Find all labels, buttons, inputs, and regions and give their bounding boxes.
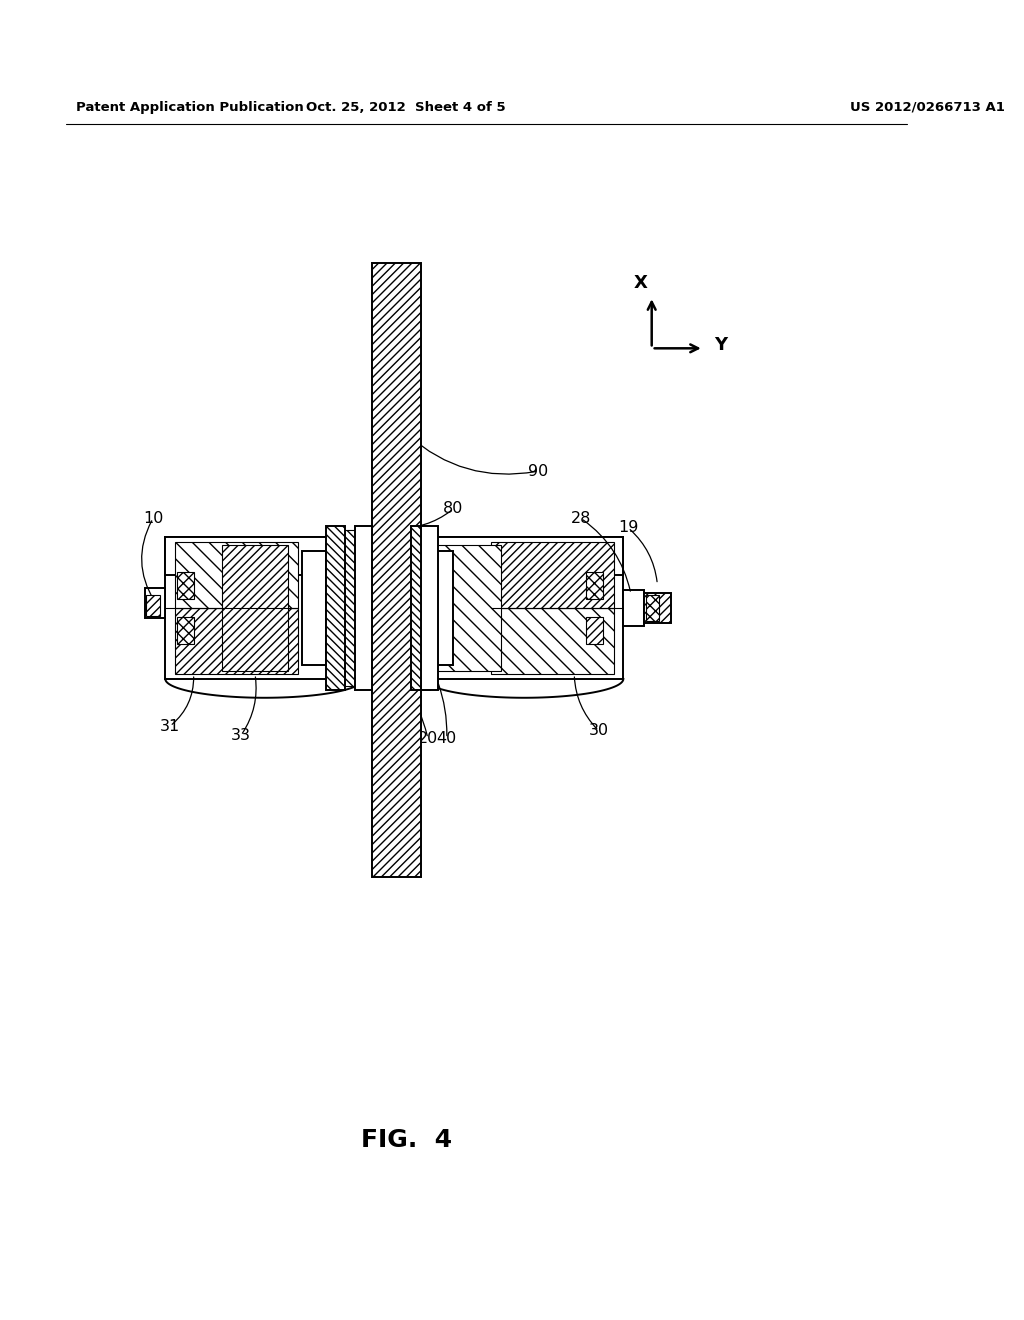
Text: 20: 20 <box>418 731 438 746</box>
Text: X: X <box>634 275 647 292</box>
Bar <box>434 545 501 672</box>
Bar <box>176 572 194 598</box>
Bar <box>624 590 644 626</box>
Bar <box>411 525 430 690</box>
Bar <box>372 263 421 878</box>
Text: US 2012/0266713 A1: US 2012/0266713 A1 <box>850 100 1005 114</box>
Bar <box>165 537 364 678</box>
Bar <box>176 618 194 644</box>
Bar <box>492 543 614 609</box>
Bar <box>146 595 160 615</box>
Bar <box>355 525 372 690</box>
Bar <box>222 545 288 672</box>
Bar <box>586 618 602 644</box>
Text: FIG.  4: FIG. 4 <box>360 1127 452 1152</box>
Text: 28: 28 <box>570 511 591 525</box>
Bar <box>326 529 372 686</box>
Bar <box>644 593 671 623</box>
Bar <box>302 552 326 665</box>
Text: 30: 30 <box>589 723 609 738</box>
Bar <box>175 609 298 675</box>
Bar <box>492 609 614 675</box>
Bar <box>430 552 454 665</box>
Text: 31: 31 <box>160 718 180 734</box>
Bar <box>646 595 659 622</box>
Text: 90: 90 <box>528 463 549 479</box>
Bar <box>586 572 602 598</box>
Bar <box>165 537 364 576</box>
Text: Y: Y <box>714 337 727 355</box>
Text: 50: 50 <box>401 731 422 746</box>
Bar <box>144 589 165 619</box>
Text: Patent Application Publication: Patent Application Publication <box>76 100 303 114</box>
Bar <box>411 529 421 686</box>
Bar <box>425 537 624 678</box>
Bar <box>425 537 624 576</box>
Text: 40: 40 <box>436 731 457 746</box>
Bar <box>175 543 298 609</box>
Text: 33: 33 <box>230 729 251 743</box>
Text: 80: 80 <box>443 502 464 516</box>
Text: 19: 19 <box>617 520 638 536</box>
Bar <box>326 525 345 690</box>
Text: 10: 10 <box>142 511 163 525</box>
Text: Oct. 25, 2012  Sheet 4 of 5: Oct. 25, 2012 Sheet 4 of 5 <box>306 100 506 114</box>
Bar <box>421 525 438 690</box>
